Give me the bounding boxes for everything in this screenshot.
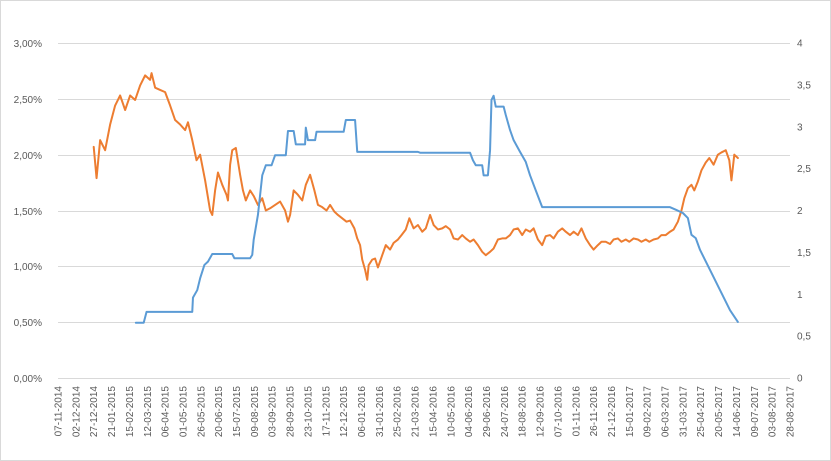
y-left-tick-label: 0,00% bbox=[14, 374, 42, 385]
x-tick-label: 28-08-2017 bbox=[786, 386, 797, 438]
y-left-tick-label: 3,00% bbox=[14, 39, 42, 50]
x-tick-label: 15-04-2016 bbox=[428, 386, 439, 438]
y-right-tick-label: 0,5 bbox=[797, 332, 811, 343]
x-tick-label: 29-06-2016 bbox=[482, 386, 493, 438]
x-tick-label: 25-02-2016 bbox=[393, 386, 404, 438]
x-tick-label: 01-11-2016 bbox=[571, 386, 582, 437]
y-right-tick-label: 3 bbox=[797, 122, 803, 133]
right-y-axis: 0 0,5 1 1,5 2 2,5 3 3,5 4 bbox=[797, 39, 811, 385]
x-tick-label: 14-06-2017 bbox=[732, 386, 743, 438]
x-tick-label: 04-06-2016 bbox=[464, 386, 475, 438]
x-tick-label: 12-12-2015 bbox=[339, 386, 350, 438]
x-tick-label: 26-05-2015 bbox=[196, 386, 207, 438]
x-tick-label: 09-07-2017 bbox=[750, 386, 761, 438]
x-tick-label: 27-12-2014 bbox=[89, 386, 100, 438]
series bbox=[92, 72, 739, 324]
x-tick-label: 18-08-2016 bbox=[518, 386, 529, 438]
x-tick-label: 09-08-2015 bbox=[250, 386, 261, 438]
x-tick-label: 26-11-2016 bbox=[589, 386, 600, 437]
gridlines bbox=[58, 43, 790, 379]
y-right-tick-label: 2,5 bbox=[797, 164, 811, 175]
x-tick-label: 12-09-2016 bbox=[536, 386, 547, 438]
y-right-tick-label: 2 bbox=[797, 206, 803, 217]
y-right-tick-label: 4 bbox=[797, 39, 803, 50]
x-tick-label: 21-03-2016 bbox=[411, 386, 422, 438]
x-tick-label: 02-12-2014 bbox=[71, 386, 82, 438]
y-left-tick-label: 0,50% bbox=[14, 318, 42, 329]
x-tick-label: 15-01-2017 bbox=[625, 386, 636, 438]
x-tick-label: 17-11-2015 bbox=[321, 386, 332, 437]
left-y-axis: 0,00% 0,50% 1,00% 1,50% 2,00% 2,50% 3,00% bbox=[14, 39, 42, 385]
series-line-right-axis bbox=[134, 94, 739, 324]
series-line-left-axis bbox=[92, 72, 739, 281]
x-tick-label: 24-07-2016 bbox=[500, 386, 511, 438]
x-tick-label: 20-05-2017 bbox=[714, 386, 725, 438]
x-tick-label: 21-01-2015 bbox=[107, 386, 118, 438]
x-tick-label: 20-06-2015 bbox=[214, 386, 225, 438]
x-tick-label: 12-03-2015 bbox=[143, 386, 154, 438]
y-left-tick-label: 2,00% bbox=[14, 151, 42, 162]
y-right-tick-label: 1,5 bbox=[797, 248, 811, 259]
y-right-tick-label: 3,5 bbox=[797, 80, 811, 91]
x-tick-label: 23-10-2015 bbox=[304, 386, 315, 438]
y-right-tick-label: 1 bbox=[797, 290, 803, 301]
x-tick-label: 07-11-2014 bbox=[54, 386, 65, 437]
x-tick-label: 21-12-2016 bbox=[607, 386, 618, 438]
y-right-tick-label: 0 bbox=[797, 374, 803, 385]
x-tick-label: 31-01-2016 bbox=[375, 386, 386, 438]
x-tick-label: 10-05-2016 bbox=[446, 386, 457, 438]
x-tick-label: 03-09-2015 bbox=[268, 386, 279, 438]
x-tick-label: 03-08-2017 bbox=[768, 386, 779, 438]
x-tick-label: 06-01-2016 bbox=[357, 386, 368, 438]
x-tick-label: 06-03-2017 bbox=[661, 386, 672, 438]
x-tick-label: 06-04-2015 bbox=[161, 386, 172, 438]
x-tick-label: 15-02-2015 bbox=[125, 386, 136, 438]
y-left-tick-label: 1,00% bbox=[14, 262, 42, 273]
x-tick-label: 31-03-2017 bbox=[678, 386, 689, 438]
x-tick-label: 15-07-2015 bbox=[232, 386, 243, 438]
y-left-tick-label: 1,50% bbox=[14, 207, 42, 218]
x-tick-label: 09-02-2017 bbox=[643, 386, 654, 438]
x-tick-label: 25-04-2017 bbox=[696, 386, 707, 438]
x-axis: 07-11-2014 02-12-2014 27-12-2014 21-01-2015… bbox=[54, 386, 797, 438]
y-left-tick-label: 2,50% bbox=[14, 95, 42, 106]
x-tick-label: 28-09-2015 bbox=[286, 386, 297, 438]
x-tick-label: 07-10-2016 bbox=[553, 386, 564, 438]
x-tick-label: 01-05-2015 bbox=[179, 386, 190, 438]
